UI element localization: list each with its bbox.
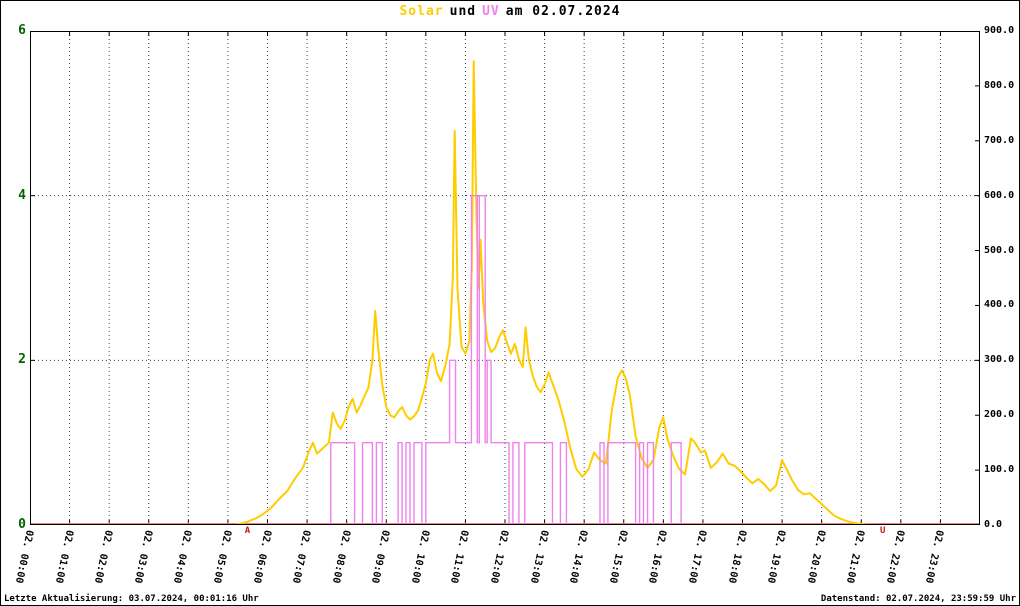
x-axis-label: 02. 03:00 — [131, 528, 154, 585]
x-axis-label: 02. 20:00 — [804, 528, 827, 585]
x-axis-label: 02. 19:00 — [764, 528, 787, 585]
x-axis-label: 02. 01:00 — [52, 528, 75, 585]
y-axis-left-label: 4 — [18, 187, 26, 203]
y-axis-right-label: 500.0 — [984, 244, 1015, 256]
x-axis-label: 02. 02:00 — [92, 528, 115, 585]
x-axis-label: 02. 13:00 — [527, 528, 550, 585]
data-state-text: Datenstand: 02.07.2024, 23:59:59 Uhr — [820, 594, 1016, 604]
x-axis-label: 02. 14:00 — [567, 528, 590, 585]
title-uv-label: UV — [482, 4, 500, 19]
x-axis-label: 02. 16:00 — [646, 528, 669, 585]
x-axis-label: 02. 18:00 — [725, 528, 748, 585]
y-axis-right-label: 700.0 — [984, 134, 1015, 146]
x-axis-label: 02. 22:00 — [883, 528, 906, 585]
y-axis-left-label: 2 — [18, 352, 26, 368]
x-axis-label: 02. 04:00 — [171, 528, 194, 585]
plot-border — [30, 31, 980, 525]
y-axis-right-label: 900.0 — [984, 25, 1015, 36]
y-axis-right-label: 600.0 — [984, 189, 1015, 201]
uv-series-line — [30, 195, 980, 525]
title-conj: und — [449, 4, 477, 19]
y-axis-right-label: 800.0 — [984, 79, 1015, 91]
y-axis-right-label: 400.0 — [984, 299, 1015, 311]
x-axis-label: 02. 00:00 — [12, 528, 35, 585]
sun-marker-a: A — [244, 526, 251, 536]
title-date: am 02.07.2024 — [505, 4, 621, 19]
x-axis-label: 02. 11:00 — [448, 528, 471, 585]
y-axis-right-label: 300.0 — [984, 354, 1015, 366]
y-axis-right-label: 200.0 — [984, 409, 1015, 421]
y-axis-left-label: 6 — [18, 23, 26, 38]
y-axis-right-label: 0.0 — [984, 519, 1003, 530]
sun-marker-u: U — [880, 526, 886, 536]
x-axis-label: 02. 05:00 — [210, 528, 233, 585]
solar-series-line — [30, 60, 980, 525]
chart-title: Solar und UV am 02.07.2024 — [0, 4, 1020, 19]
x-axis-label: 02. 10:00 — [408, 528, 431, 585]
plot-area — [30, 31, 980, 525]
x-axis-label: 02. 09:00 — [369, 528, 392, 585]
x-axis-label: 02. 21:00 — [844, 528, 867, 585]
last-update-text: Letzte Aktualisierung: 03.07.2024, 00:01… — [4, 594, 259, 604]
title-solar-label: Solar — [399, 4, 444, 19]
x-axis-label: 02. 12:00 — [487, 528, 510, 585]
x-axis-label: 02. 07:00 — [289, 528, 312, 585]
x-axis-label: 02. 15:00 — [606, 528, 629, 585]
x-axis-label: 02. 23:00 — [923, 528, 946, 585]
x-axis-label: 02. 06:00 — [250, 528, 273, 585]
x-axis-label: 02. 17:00 — [685, 528, 708, 585]
y-axis-left-label: 0 — [18, 517, 26, 532]
y-axis-right-label: 100.0 — [984, 464, 1015, 476]
x-axis-label: 02. 08:00 — [329, 528, 352, 585]
